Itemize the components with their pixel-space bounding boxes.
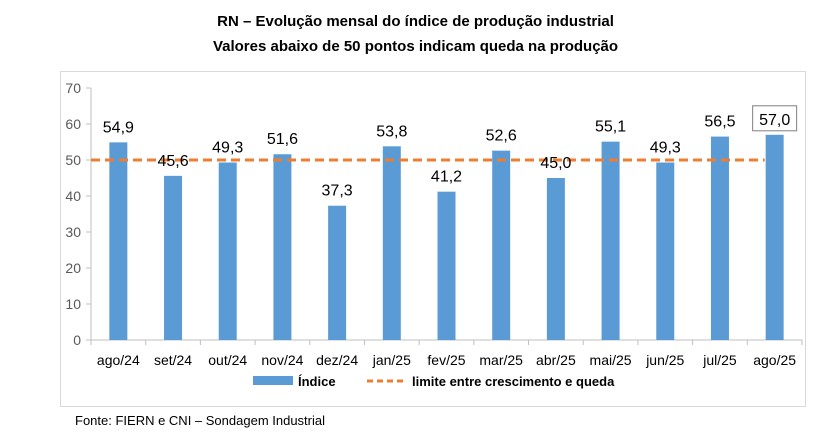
data-label: 49,3 [650, 140, 681, 157]
x-tick-label: dez/24 [316, 352, 358, 368]
data-label: 56,5 [704, 114, 735, 131]
x-tick-label: abr/25 [536, 352, 576, 368]
x-tick-label: mai/25 [590, 352, 632, 368]
legend-label-bar: Índice [298, 374, 336, 389]
y-tick-label: 30 [65, 224, 81, 240]
bar-jan/25 [382, 146, 401, 340]
data-label: 53,8 [376, 123, 407, 140]
bar-abr/25 [546, 178, 565, 340]
data-label: 41,2 [431, 169, 462, 186]
x-tick-label: jan/25 [372, 352, 411, 368]
legend-label-line: limite entre crescimento e queda [412, 374, 615, 389]
data-label: 37,3 [322, 183, 353, 200]
highlight-label-box [752, 105, 798, 132]
data-label: 54,9 [103, 119, 134, 136]
source-note: Fonte: FIERN e CNI – Sondagem Industrial [75, 413, 326, 428]
y-tick-label: 10 [65, 296, 81, 312]
x-tick-label: ago/25 [753, 352, 796, 368]
bar-mar/25 [492, 150, 511, 340]
x-tick-label: fev/25 [427, 352, 465, 368]
chart-frame [60, 71, 806, 407]
y-tick-label: 60 [65, 116, 81, 132]
bar-fev/25 [437, 191, 456, 340]
y-tick-label: 20 [65, 260, 81, 276]
x-tick-label: ago/24 [97, 352, 140, 368]
data-label: 52,6 [486, 128, 517, 145]
chart-subtitle: Valores abaixo de 50 pontos indicam qued… [212, 38, 619, 55]
y-tick-label: 70 [65, 80, 81, 96]
bar-ago/25 [765, 134, 784, 340]
data-label: 55,1 [595, 119, 626, 136]
x-tick-label: out/24 [208, 352, 247, 368]
data-label: 45,6 [157, 153, 188, 170]
data-label: 57,0 [759, 112, 790, 129]
bar-out/24 [218, 162, 237, 340]
x-tick-label: jun/25 [645, 352, 684, 368]
x-tick-label: nov/24 [261, 352, 303, 368]
x-tick-label: set/24 [154, 352, 192, 368]
data-label: 51,6 [267, 131, 298, 148]
bar-dez/24 [328, 205, 347, 340]
bar-ago/24 [109, 142, 128, 340]
bar-set/24 [164, 175, 183, 340]
data-label: 49,3 [212, 140, 243, 157]
x-tick-label: jul/25 [702, 352, 737, 368]
bar-jun/25 [656, 162, 675, 340]
chart-title: RN – Evolução mensal do índice de produç… [217, 13, 614, 30]
y-tick-label: 50 [65, 152, 81, 168]
legend-swatch-bar [253, 376, 293, 385]
bar-nov/24 [273, 154, 292, 340]
y-tick-label: 0 [73, 332, 81, 348]
y-tick-label: 40 [65, 188, 81, 204]
bar-jul/25 [710, 136, 729, 340]
data-label: 45,0 [540, 155, 571, 172]
x-tick-label: mar/25 [479, 352, 523, 368]
bar-mai/25 [601, 141, 620, 340]
